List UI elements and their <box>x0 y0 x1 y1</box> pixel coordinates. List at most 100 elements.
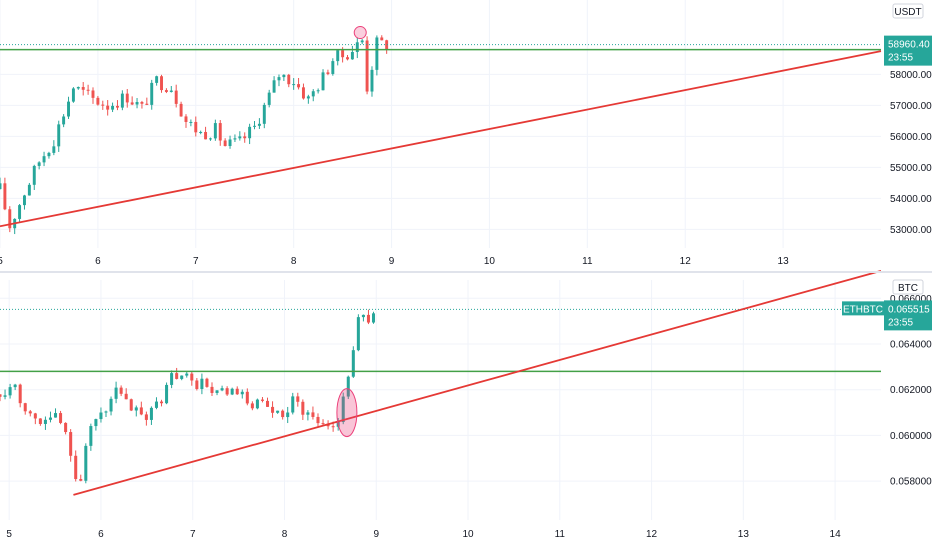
candle-body <box>125 93 129 103</box>
candle-body <box>223 140 227 147</box>
candle-body <box>321 72 325 91</box>
candle-body <box>18 384 22 404</box>
candle-body <box>114 387 118 399</box>
candle-body <box>331 61 335 74</box>
candle-body <box>205 378 209 387</box>
last-price-badge <box>884 300 932 331</box>
candle-body <box>355 42 359 52</box>
candle-body <box>179 103 183 117</box>
x-tick-label: 12 <box>646 529 658 540</box>
x-tick-label: 6 <box>95 256 101 267</box>
candle-body <box>28 411 32 414</box>
candle-body <box>154 401 158 408</box>
candle-body <box>341 396 345 422</box>
candle-body <box>160 76 163 91</box>
candle-body <box>135 102 139 105</box>
candle-body <box>23 195 26 206</box>
x-tick-label: 5 <box>6 529 12 540</box>
candle-body <box>130 102 134 105</box>
last-price-badge <box>884 35 932 66</box>
currency-label[interactable]: BTC <box>898 283 918 294</box>
candle-body <box>38 418 42 424</box>
currency-label[interactable]: USDT <box>894 7 921 18</box>
candle-body <box>62 116 66 125</box>
candle-body <box>316 416 320 424</box>
candle-body <box>139 407 143 415</box>
candle-body <box>180 375 184 379</box>
x-tick-label: 7 <box>193 256 199 267</box>
candle-body <box>248 126 252 139</box>
x-tick-label: 6 <box>98 529 104 540</box>
candle-body <box>371 313 376 323</box>
candle-body <box>119 387 123 394</box>
candle-body <box>69 432 73 456</box>
candle-body <box>199 131 203 133</box>
x-tick-label: 14 <box>830 529 842 540</box>
candle-body <box>208 138 212 140</box>
x-tick-label: 7 <box>190 529 196 540</box>
y-tick-label: 0.060000 <box>890 431 932 442</box>
candle-body <box>149 407 153 420</box>
candle-body <box>272 80 276 93</box>
highlight-marker[interactable] <box>336 388 358 438</box>
candle-body <box>311 412 315 417</box>
candle-body <box>276 410 280 413</box>
x-tick-label: 11 <box>555 529 566 540</box>
candle-body <box>155 76 159 83</box>
candle-body <box>281 410 285 418</box>
candle-body <box>165 384 169 404</box>
candle-body <box>356 317 360 351</box>
candle-body <box>74 455 78 480</box>
trendline[interactable] <box>0 50 882 228</box>
candle-body <box>99 412 103 420</box>
candle-body <box>184 116 188 122</box>
candle-body <box>174 90 178 104</box>
candle-body <box>18 205 22 219</box>
candle-body <box>365 40 369 92</box>
candle-body <box>84 445 88 481</box>
candle-body <box>306 96 310 99</box>
y-tick-label: 56000.00 <box>890 132 932 143</box>
candle-body <box>220 388 224 391</box>
candle-body <box>0 394 2 397</box>
candle-body <box>215 390 219 393</box>
candle-body <box>47 152 51 157</box>
candle-body <box>115 105 119 108</box>
candle-body <box>86 89 90 91</box>
candle-body <box>277 77 281 81</box>
candle-body <box>129 399 133 411</box>
candle-body <box>81 87 85 90</box>
y-tick-label: 0.064000 <box>890 340 932 351</box>
candle-body <box>331 426 335 428</box>
trendline[interactable] <box>73 269 882 496</box>
highlight-marker[interactable] <box>353 26 367 40</box>
candle-body <box>89 426 93 446</box>
candle-body <box>104 411 108 413</box>
candle-body <box>341 50 345 58</box>
candle-body <box>260 399 264 401</box>
candle-body <box>79 479 83 481</box>
candle-body <box>64 422 68 433</box>
candle-body <box>380 37 384 41</box>
currency-box[interactable] <box>892 3 924 19</box>
candle-body <box>282 74 286 78</box>
candle-body <box>185 373 189 376</box>
candle-body <box>33 413 37 419</box>
candle-body <box>76 87 80 89</box>
candle-body <box>140 102 144 104</box>
candle-body <box>194 121 198 133</box>
currency-box[interactable] <box>892 279 924 295</box>
candle-body <box>204 131 208 140</box>
x-tick-label: 5 <box>0 256 3 267</box>
x-tick-label: 8 <box>282 529 288 540</box>
candle-body <box>189 121 193 123</box>
candle-body <box>286 412 290 418</box>
x-tick-label: 10 <box>462 529 474 540</box>
candle-body <box>101 104 105 106</box>
candle-body <box>160 401 164 404</box>
countdown-timer: 23:55 <box>888 317 913 328</box>
candle-body <box>321 423 325 425</box>
candle-body <box>144 414 148 420</box>
